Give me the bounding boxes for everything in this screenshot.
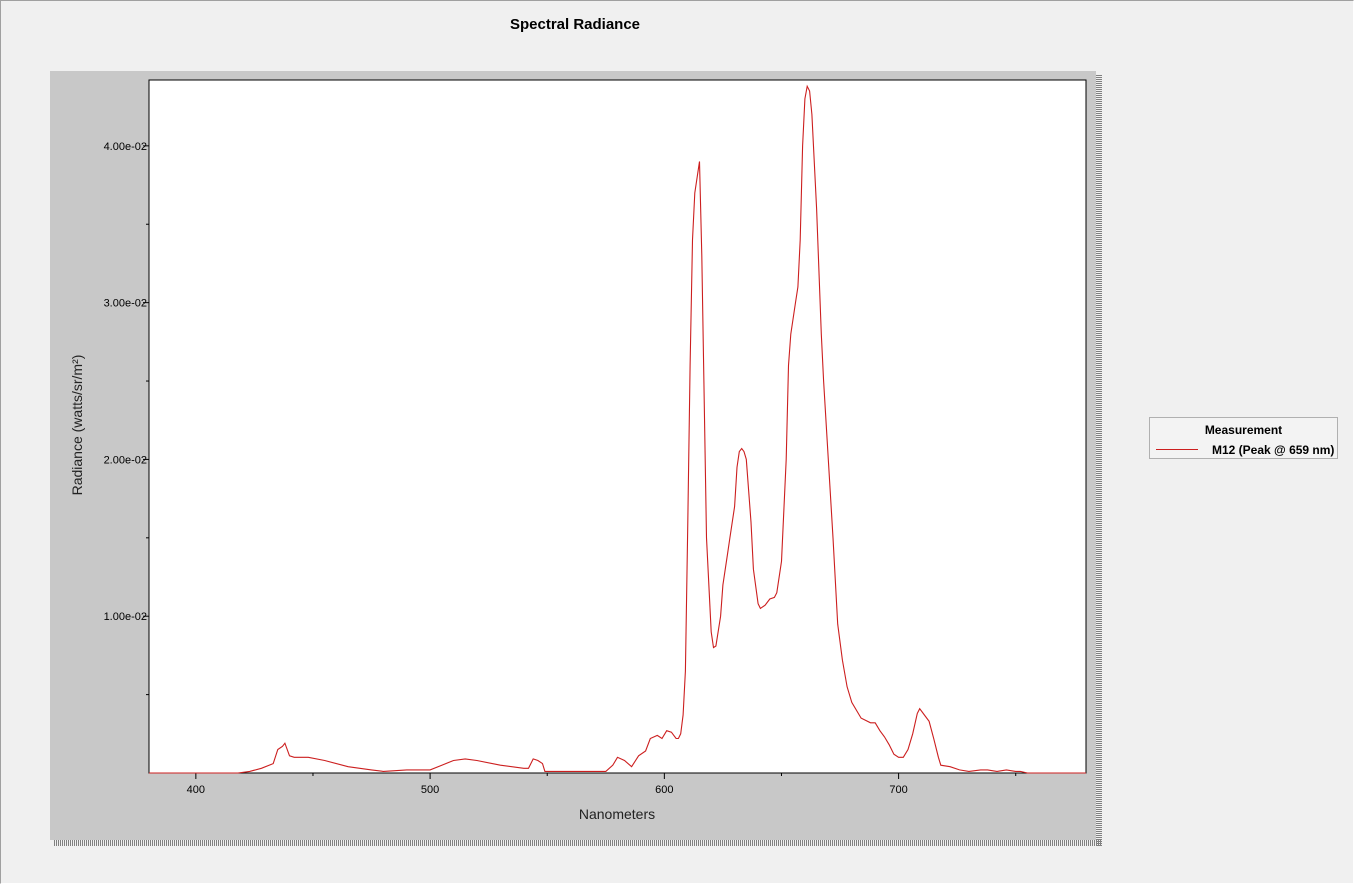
chart-title: Spectral Radiance: [509, 16, 641, 33]
y-tick-label-1.00e-02: 1.00e-02: [104, 611, 147, 623]
y-tick-label-3.00e-02: 3.00e-02: [104, 298, 147, 310]
x-axis-ticks: 400 500 600 700: [187, 773, 1017, 796]
y-axis-label: Radiance (watts/sr/m²): [69, 355, 85, 496]
plot-area: [148, 79, 1087, 774]
x-axis-label: Nanometers: [579, 806, 655, 822]
legend: Measurement M12 (Peak @ 659 nm): [1149, 417, 1338, 459]
x-tick-label-500: 500: [421, 784, 439, 796]
y-axis-ticks: 1.00e-02 2.00e-02 3.00e-02 4.00e-02: [104, 141, 149, 696]
series-line-m12: [149, 84, 1086, 774]
legend-title: Measurement: [1204, 423, 1283, 437]
y-tick-label-4.00e-02: 4.00e-02: [104, 141, 147, 153]
legend-swatch-m12: [1156, 449, 1198, 450]
x-tick-label-700: 700: [889, 784, 907, 796]
legend-entry-m12: M12 (Peak @ 659 nm): [1212, 443, 1335, 457]
panel-shadow-right: [1096, 74, 1102, 846]
y-tick-label-2.00e-02: 2.00e-02: [104, 454, 147, 466]
x-tick-label-400: 400: [187, 784, 205, 796]
x-tick-label-600: 600: [655, 784, 673, 796]
panel-shadow-bottom: [54, 840, 1102, 846]
